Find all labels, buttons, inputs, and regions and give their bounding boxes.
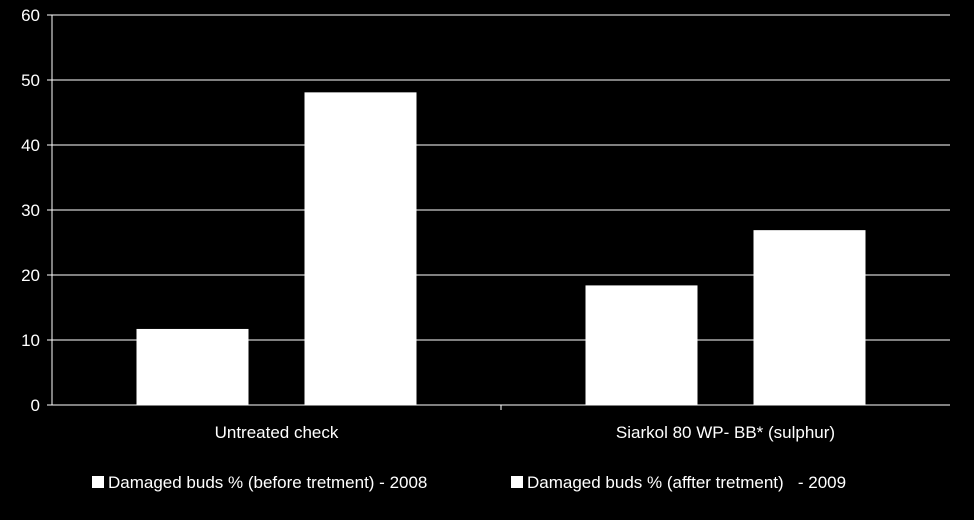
category-labels: Untreated check Siarkol 80 WP- BB* (sulph… [215,423,835,442]
legend-swatch [511,476,523,488]
bar [304,92,417,405]
y-tick-label: 40 [21,136,40,155]
legend-label: Damaged buds % (affter tretment) - 2009 [527,473,846,492]
bar [753,230,866,405]
y-tick-label: 20 [21,266,40,285]
y-tick-label: 10 [21,331,40,350]
bar [585,285,698,405]
y-tick-label: 60 [21,6,40,25]
y-tick-label: 0 [31,396,40,415]
axes [47,14,950,410]
y-tick-labels: 0 10 20 30 40 50 60 [21,6,40,415]
x-category-label: Untreated check [215,423,339,442]
legend-swatch [92,476,104,488]
legend-label: Damaged buds % (before tretment) - 2008 [108,473,427,492]
x-category-label: Siarkol 80 WP- BB* (sulphur) [616,423,835,442]
bar [136,328,249,405]
y-tick-label: 50 [21,71,40,90]
legend-item: Damaged buds % (affter tretment) - 2009 [511,473,846,492]
bars [136,92,866,405]
y-tick-label: 30 [21,201,40,220]
legend: Damaged buds % (before tretment) - 2008 D… [92,473,846,492]
legend-item: Damaged buds % (before tretment) - 2008 [92,473,427,492]
